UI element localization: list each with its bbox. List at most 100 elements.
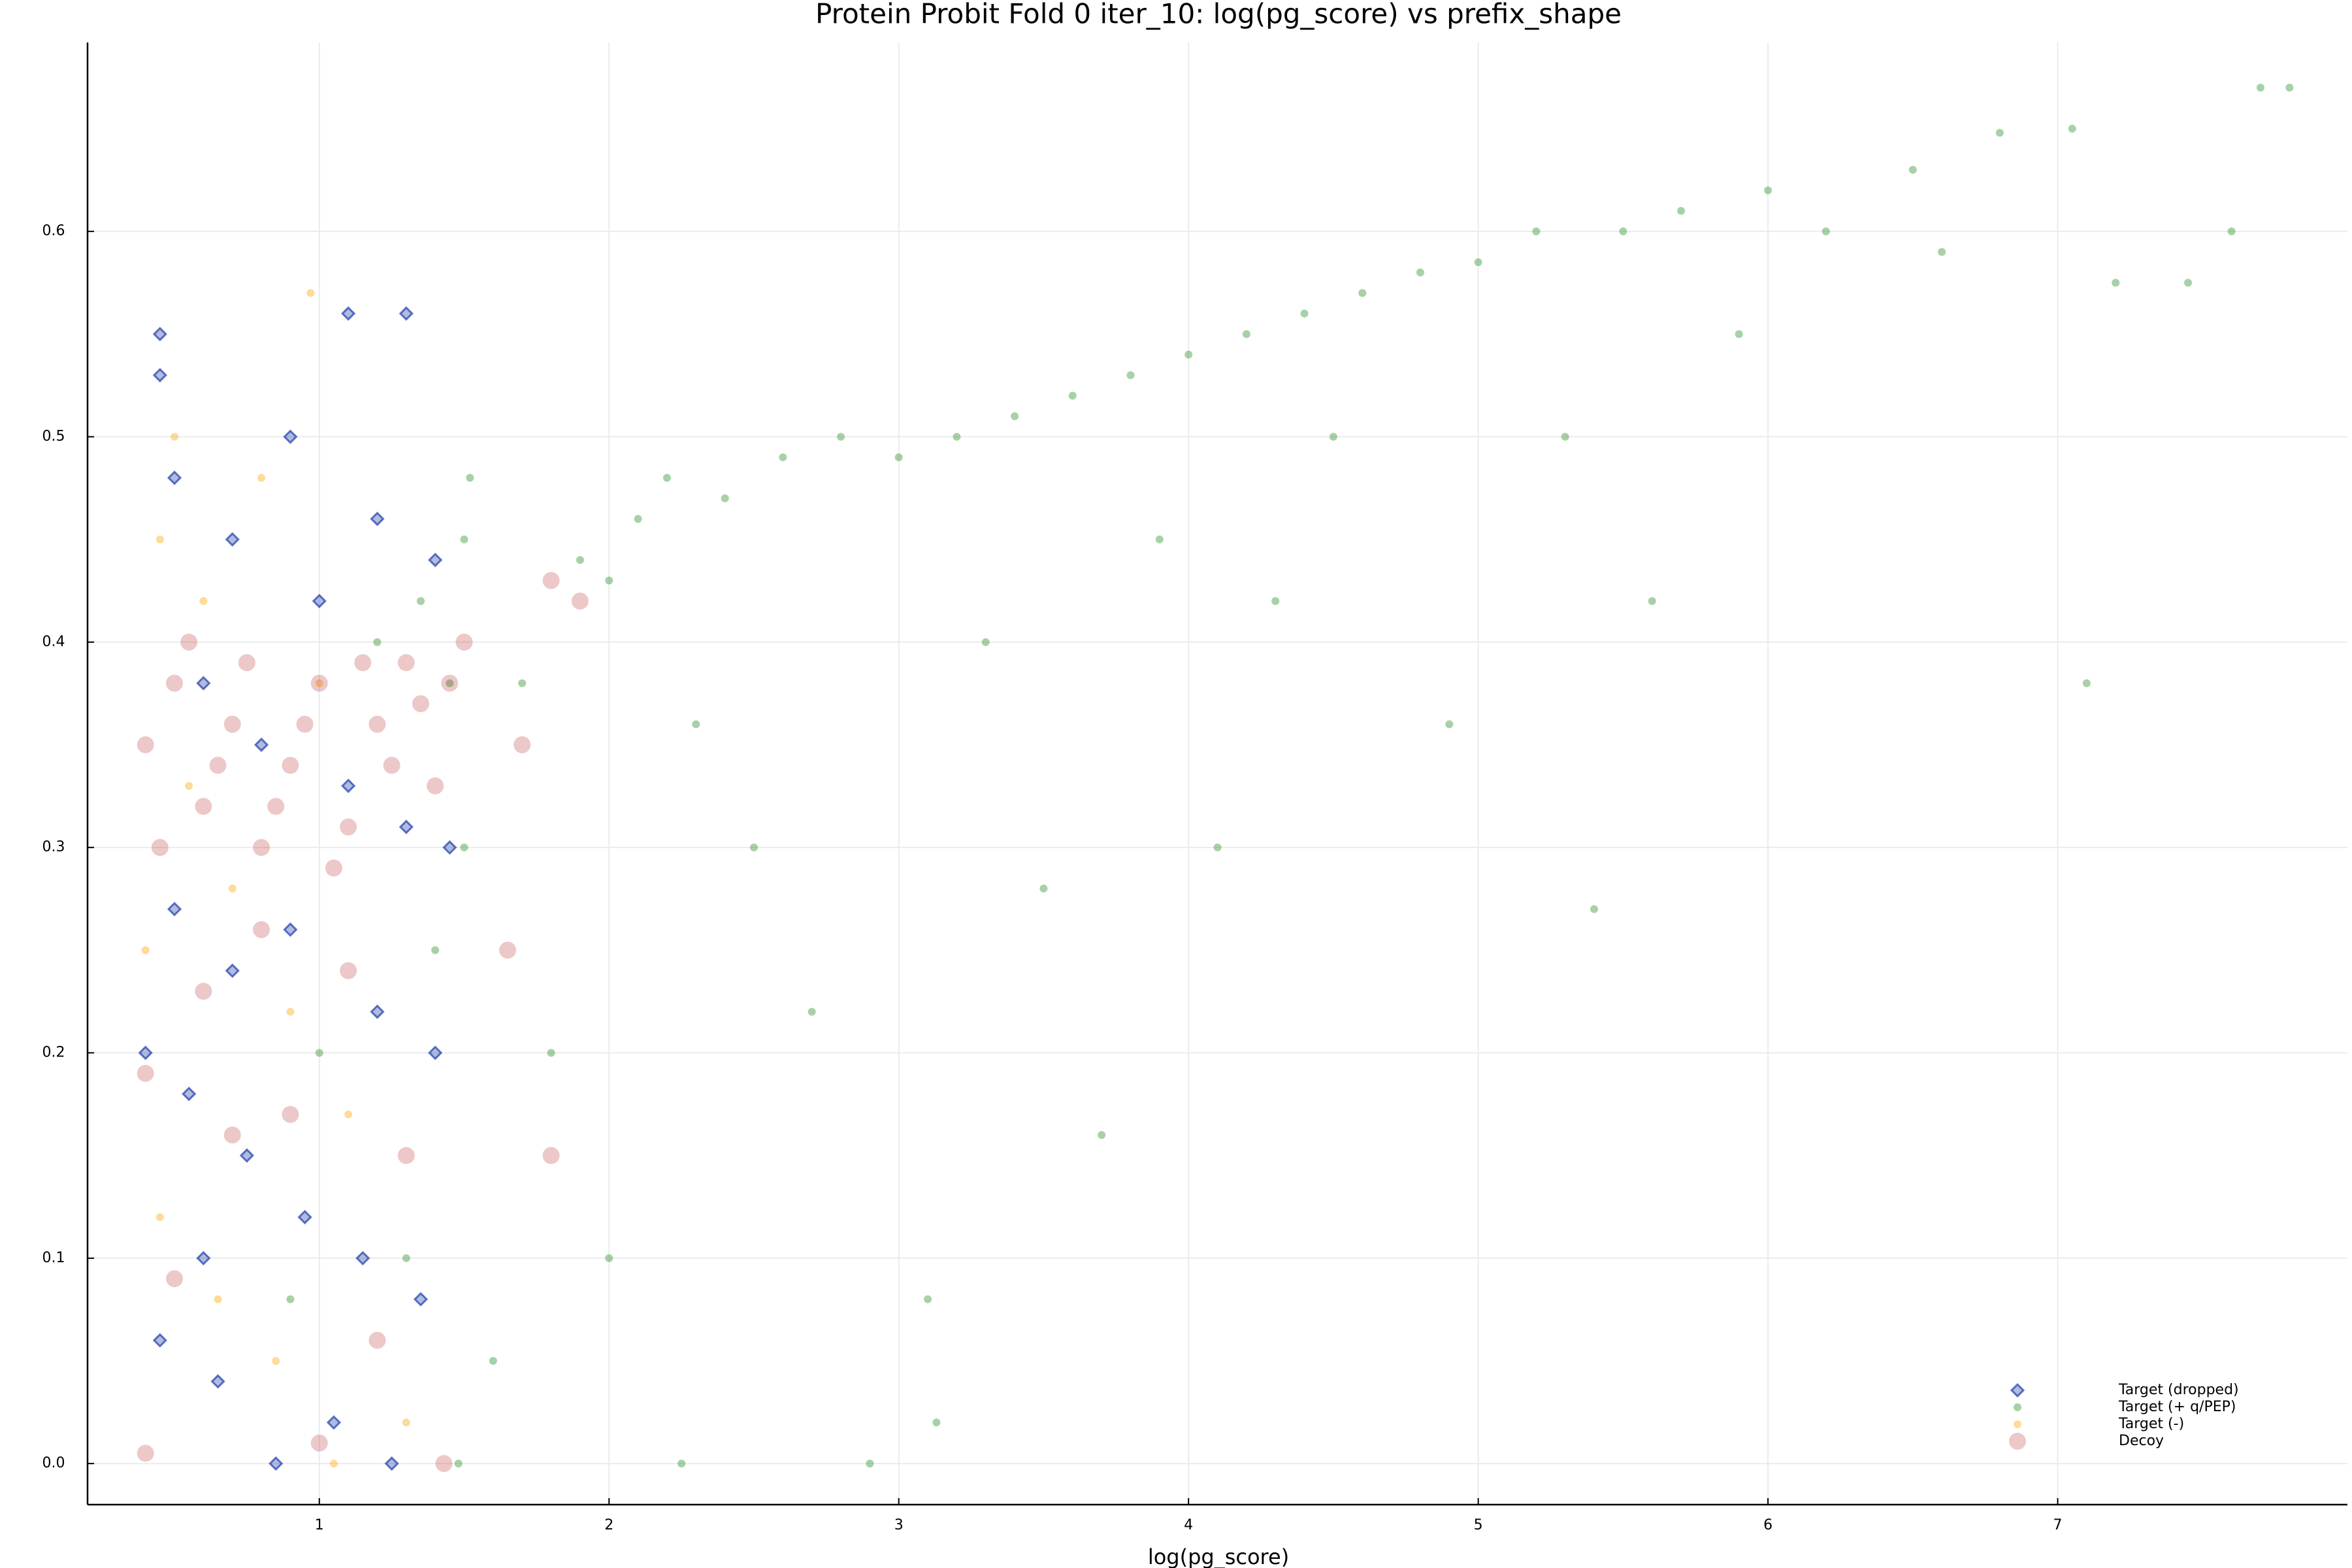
point	[152, 1333, 167, 1348]
point	[1300, 309, 1309, 318]
point	[402, 1418, 410, 1427]
y-tick-label: 0.5	[42, 429, 65, 445]
point	[1329, 433, 1337, 441]
point	[325, 859, 342, 877]
point	[808, 1007, 816, 1016]
point	[137, 736, 154, 753]
point	[428, 552, 443, 568]
point	[455, 633, 473, 651]
point	[1474, 258, 1482, 267]
point	[605, 1254, 613, 1262]
point	[370, 512, 385, 527]
point	[185, 781, 193, 790]
point	[214, 1295, 222, 1303]
point	[167, 902, 182, 917]
point	[435, 1455, 453, 1473]
point	[340, 962, 357, 979]
point	[1648, 596, 1656, 605]
point	[355, 1250, 370, 1266]
point	[239, 1148, 255, 1163]
point	[151, 839, 169, 857]
point	[1039, 885, 1048, 893]
point	[412, 695, 429, 713]
legend-marker	[2014, 1420, 2021, 1428]
point	[269, 1456, 284, 1471]
point	[138, 1045, 153, 1060]
x-tick-label: 7	[2053, 1517, 2063, 1533]
point	[489, 1356, 497, 1365]
point	[199, 596, 208, 605]
point	[166, 674, 184, 692]
point	[283, 922, 298, 938]
point	[2184, 278, 2193, 287]
point	[1098, 1131, 1106, 1139]
point	[223, 1126, 241, 1144]
point	[180, 633, 198, 651]
point	[312, 593, 327, 609]
point	[924, 1295, 932, 1303]
point	[225, 963, 240, 978]
point	[779, 453, 787, 461]
point	[195, 798, 212, 815]
legend-marker	[2014, 1403, 2021, 1411]
point	[272, 1356, 280, 1365]
point	[282, 1105, 299, 1123]
point	[402, 1254, 410, 1262]
point	[310, 1434, 328, 1452]
point	[306, 289, 315, 297]
point	[210, 1374, 225, 1389]
point	[2068, 125, 2076, 133]
legend-label: Decoy	[2119, 1433, 2164, 1449]
point	[1619, 227, 1627, 236]
point	[196, 1250, 211, 1266]
point	[253, 737, 269, 753]
point	[1358, 289, 1367, 297]
point	[1416, 269, 1424, 277]
point	[384, 1456, 399, 1471]
point	[286, 1295, 295, 1303]
legend-label: Target (dropped)	[2118, 1382, 2239, 1398]
point	[155, 535, 164, 544]
point	[397, 654, 415, 672]
point	[253, 839, 270, 857]
point	[296, 715, 314, 733]
point	[428, 1045, 443, 1060]
point	[399, 819, 414, 834]
point	[1677, 206, 1686, 215]
point	[155, 1213, 164, 1221]
legend-label: Target (+ q/PEP)	[2118, 1399, 2236, 1415]
y-tick-label: 0.4	[42, 634, 65, 650]
point	[749, 843, 758, 852]
y-tick-label: 0.3	[42, 839, 65, 855]
point	[152, 368, 167, 383]
point	[225, 532, 240, 547]
point	[267, 798, 285, 815]
point	[837, 433, 845, 441]
point	[383, 757, 400, 774]
point	[1445, 720, 1454, 728]
point	[1155, 535, 1164, 544]
x-tick-label: 4	[1184, 1517, 1193, 1533]
point	[416, 596, 425, 605]
point	[2227, 227, 2236, 236]
point	[953, 433, 961, 441]
point	[454, 1460, 463, 1468]
point	[340, 818, 357, 836]
point	[340, 306, 356, 321]
point	[137, 1064, 154, 1082]
point	[329, 1460, 338, 1468]
point	[315, 679, 323, 687]
point	[137, 1445, 154, 1462]
point	[282, 757, 299, 774]
point	[2082, 679, 2091, 687]
chart-title: Protein Probit Fold 0 iter_10: log(pg_sc…	[815, 0, 1622, 30]
legend-marker	[2010, 1382, 2025, 1398]
point	[167, 470, 182, 485]
point	[692, 720, 700, 728]
point	[373, 638, 382, 646]
point	[547, 1049, 555, 1057]
point	[932, 1418, 941, 1427]
point	[223, 715, 241, 733]
point	[141, 946, 150, 955]
